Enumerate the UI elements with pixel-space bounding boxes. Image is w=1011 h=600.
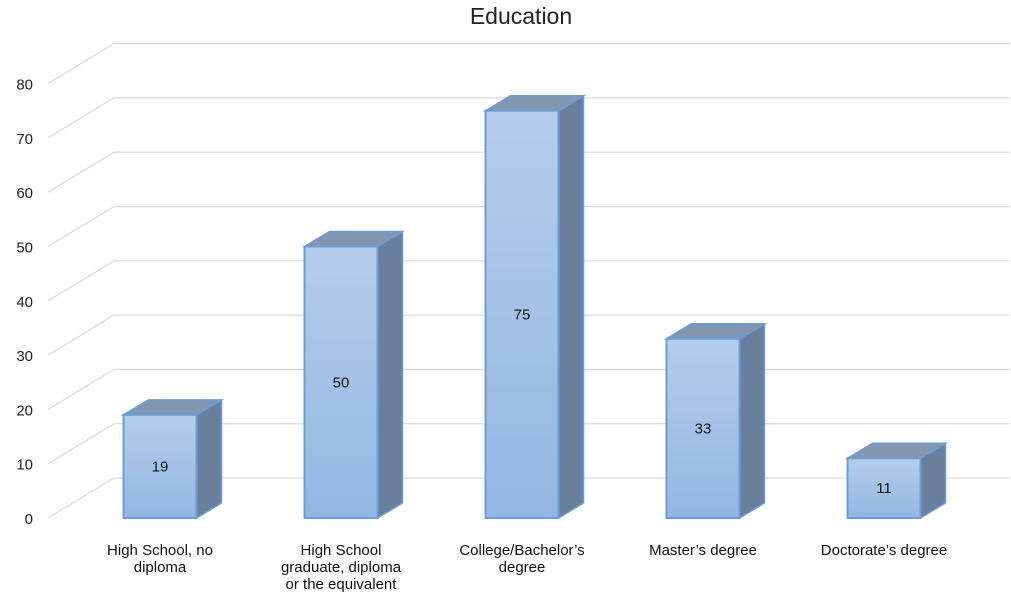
gridline — [47, 205, 1010, 248]
data-label: 19 — [152, 458, 169, 475]
bar-side — [376, 230, 404, 520]
y-tick-label: 20 — [16, 402, 33, 419]
y-tick-label: 60 — [16, 185, 33, 202]
bar-front — [303, 245, 379, 519]
gridlines — [47, 42, 1010, 519]
bar-side — [738, 322, 766, 520]
bar — [482, 94, 587, 520]
data-label: 50 — [333, 374, 350, 391]
x-tick-label: Doctorate’s degree — [821, 542, 947, 559]
y-tick-label: 40 — [16, 294, 33, 311]
x-axis-ticks: High School, no diploma High School graduat… — [107, 542, 947, 593]
y-tick-label: 50 — [16, 240, 33, 257]
bar-front — [665, 337, 741, 519]
bar — [120, 398, 225, 520]
x-tick-label: Master’s degree — [649, 542, 757, 559]
gridline — [47, 151, 1010, 193]
data-label: 11 — [876, 480, 892, 497]
bar-front — [122, 413, 198, 519]
gridline — [47, 97, 1010, 139]
data-labels: 19 50 75 33 11 — [152, 306, 892, 497]
bars — [120, 94, 949, 520]
y-tick-label: 70 — [16, 131, 33, 148]
y-tick-label: 80 — [16, 77, 33, 94]
gridline — [47, 314, 1010, 356]
chart-title: Education — [470, 3, 572, 29]
gridline — [47, 260, 1010, 302]
y-tick-label: 30 — [16, 348, 33, 365]
bar — [663, 322, 768, 520]
gridline — [47, 42, 1010, 85]
x-tick-label: High School graduate, diploma or the equiv… — [281, 542, 402, 593]
bar-side — [195, 398, 223, 520]
data-label: 75 — [514, 306, 531, 323]
bar-front — [846, 457, 922, 519]
y-axis-ticks: 0 10 20 30 40 50 60 70 80 — [16, 77, 33, 528]
bar-side — [557, 94, 585, 520]
y-tick-label: 0 — [25, 511, 33, 528]
data-label: 33 — [695, 420, 712, 437]
x-tick-label: College/Bachelor’s degree — [459, 542, 584, 576]
bar-front — [484, 109, 560, 519]
bar — [844, 441, 949, 520]
bar — [301, 230, 406, 520]
y-tick-label: 10 — [16, 457, 33, 474]
x-tick-label: High School, no diploma — [107, 542, 213, 576]
